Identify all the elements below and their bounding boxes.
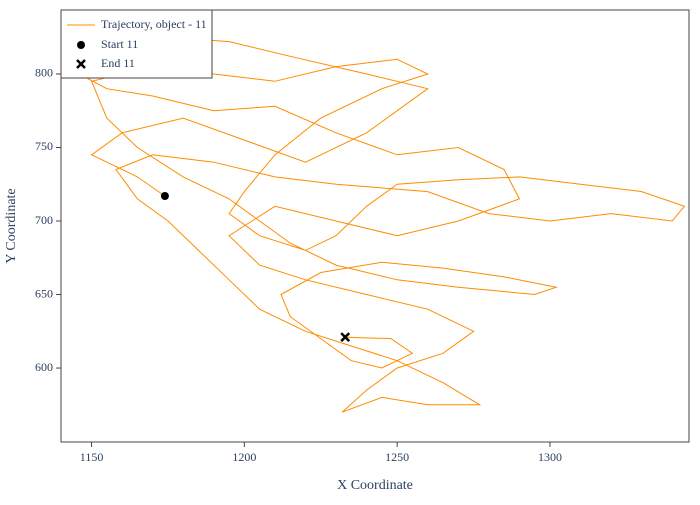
legend-text: Start 11 — [101, 37, 138, 51]
x-axis-title: X Coordinate — [337, 478, 413, 493]
y-axis-title: Y Coordinate — [4, 188, 19, 263]
y-tick-label: 750 — [35, 139, 53, 153]
marker-circle — [77, 41, 85, 49]
legend-box — [60, 9, 213, 79]
legend-text: Trajectory, object - 11 — [101, 17, 207, 31]
legend: Trajectory, object - 11 Start 11 End 11 — [60, 9, 213, 79]
plot-area — [78, 36, 686, 413]
x-tick-label: 1250 — [385, 450, 409, 464]
trajectory-line — [78, 36, 686, 413]
x-tick-label: 1300 — [538, 450, 562, 464]
plot-frame — [60, 9, 690, 443]
marker-x — [76, 59, 86, 69]
y-tick-label: 600 — [35, 360, 53, 374]
x-tick-label: 1200 — [232, 450, 256, 464]
y-tick-label: 650 — [35, 286, 53, 300]
x-tick-label: 1150 — [80, 450, 104, 464]
marker-x — [340, 332, 351, 343]
y-tick-label: 800 — [35, 66, 53, 80]
legend-text: End 11 — [101, 56, 135, 70]
y-tick-label: 700 — [35, 213, 53, 227]
marker-circle — [160, 192, 169, 201]
